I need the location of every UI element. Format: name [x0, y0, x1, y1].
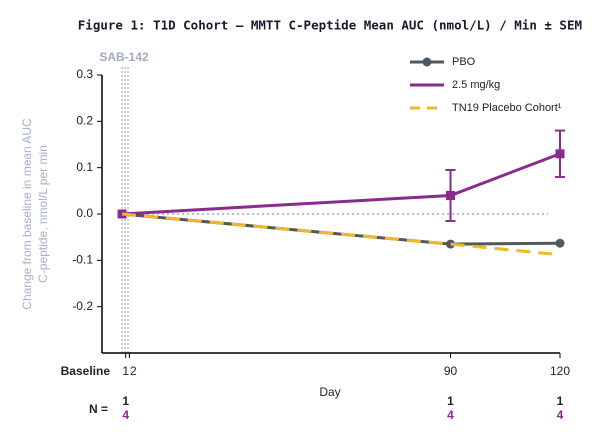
x-tick-label: 1 [122, 364, 129, 378]
baseline-label: Baseline [61, 364, 111, 378]
legend-label: 2.5 mg/kg [452, 79, 500, 91]
n-pbo: 1 [447, 394, 454, 408]
marker [555, 149, 565, 159]
x-tick-label: 120 [550, 364, 570, 378]
y-tick-label: -0.1 [72, 253, 93, 267]
y-tick-label: 0.2 [76, 114, 93, 128]
n-label: N = [89, 402, 108, 416]
y-tick-label: 0.1 [76, 160, 93, 174]
marker [446, 239, 456, 249]
n-dose: 4 [122, 408, 129, 422]
y-tick-label: -0.2 [72, 299, 93, 313]
legend-label: PBO [452, 56, 476, 68]
legend-marker [422, 57, 432, 67]
marker [446, 190, 456, 200]
legend-label: TN19 Placebo Cohort¹ [452, 102, 562, 114]
y-axis-label: Change from baseline in mean AUC [20, 118, 34, 310]
annotation: SAB-142 [99, 50, 149, 64]
n-dose: 4 [557, 408, 564, 422]
n-pbo: 1 [122, 394, 129, 408]
chart-title: Figure 1: T1D Cohort – MMTT C-Peptide Me… [78, 18, 582, 33]
n-pbo: 1 [557, 394, 564, 408]
marker [555, 238, 565, 248]
series-line [121, 212, 561, 246]
y-tick-label: 0.0 [76, 206, 93, 220]
y-axis-label: C-peptide, nmol/L per min [36, 145, 50, 283]
x-tick-label: 2 [130, 364, 137, 378]
series-line [121, 212, 561, 257]
x-axis-label: Day [319, 385, 340, 399]
y-tick-label: 0.3 [76, 67, 93, 81]
x-tick-label: 90 [444, 364, 458, 378]
n-dose: 4 [447, 408, 454, 422]
series-line [121, 152, 561, 216]
